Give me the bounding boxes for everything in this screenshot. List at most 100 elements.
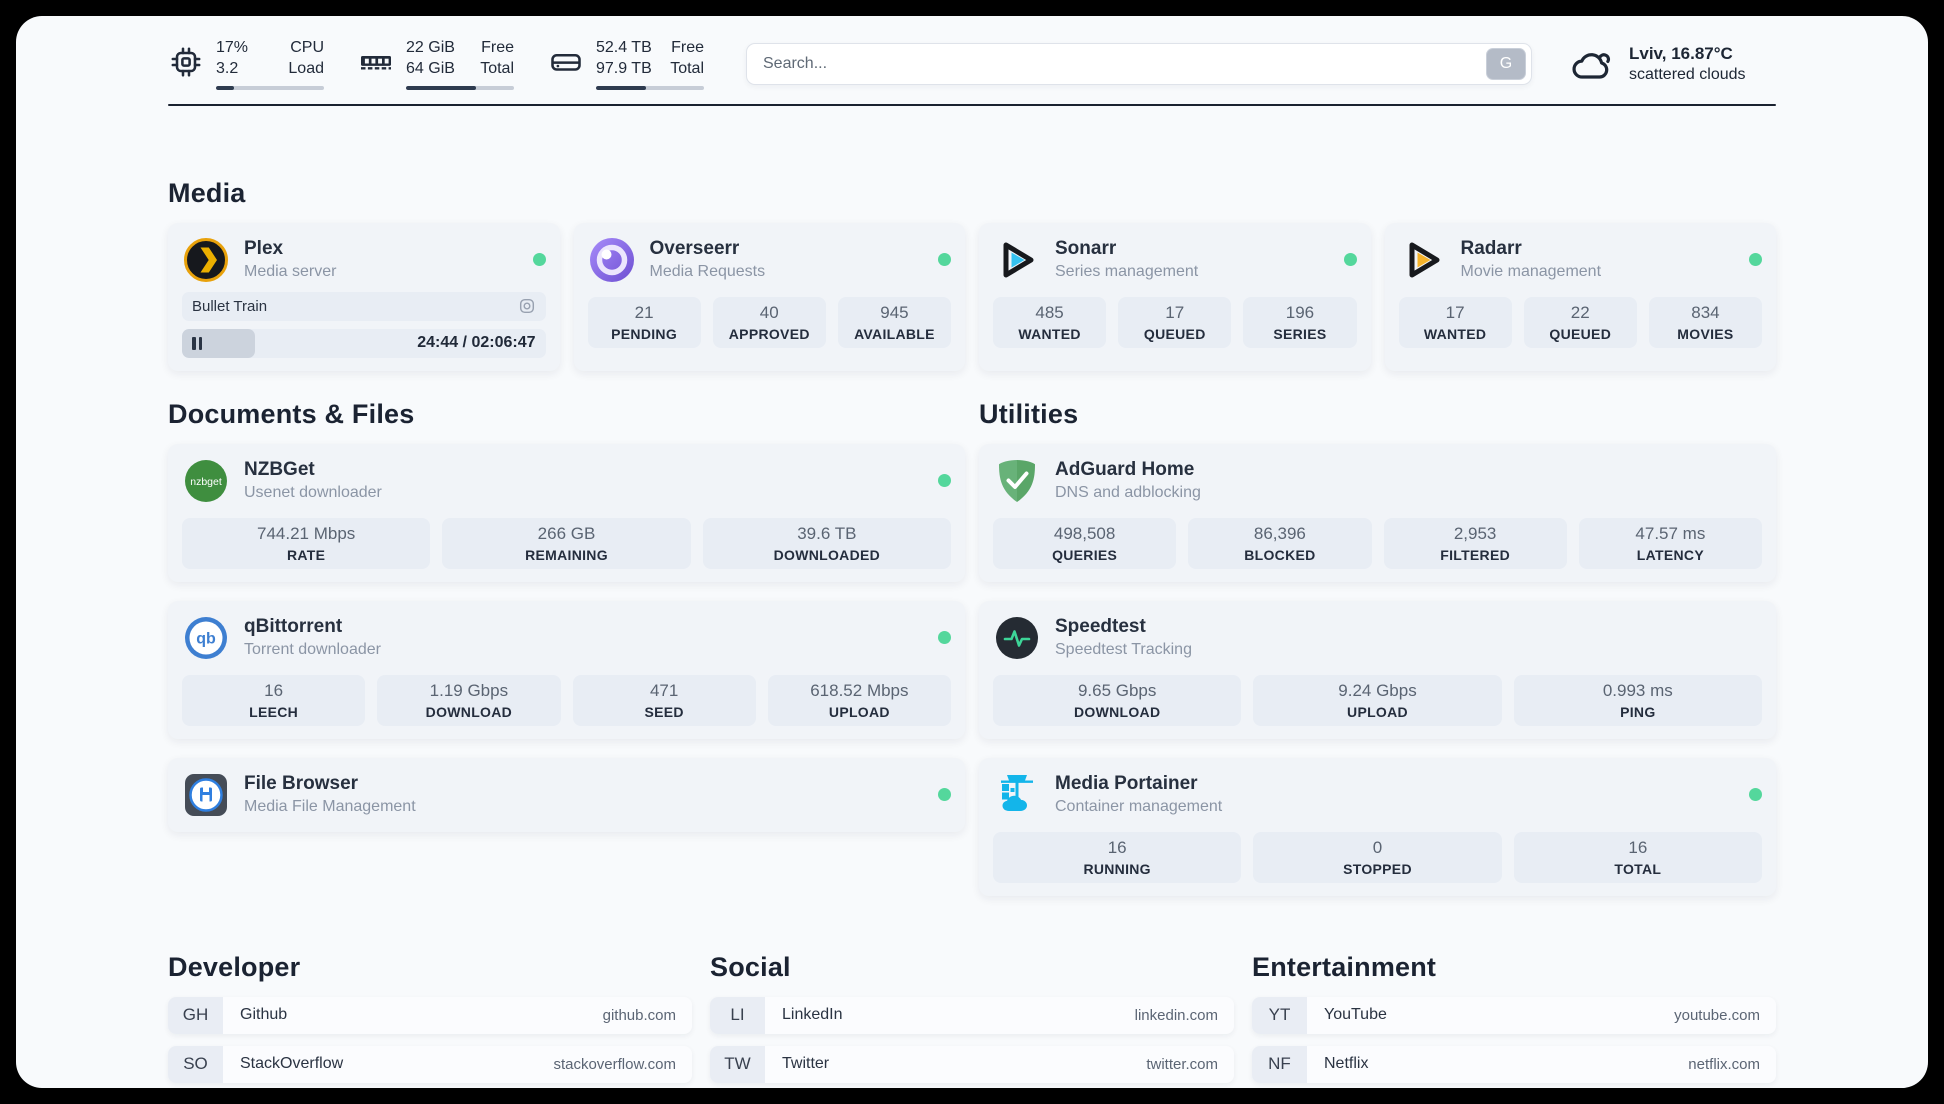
service-card-portainer[interactable]: Media Portainer Container management 16 … bbox=[979, 757, 1776, 896]
plex-time-display: 24:44 / 02:06:47 bbox=[417, 334, 536, 352]
stat-qbittorrent-upload: 618.52 Mbps UPLOAD bbox=[767, 674, 951, 726]
bookmark-abbr-linkedin: LI bbox=[710, 996, 765, 1034]
stat-qbittorrent-seed: 471 SEED bbox=[572, 674, 756, 726]
disk-free-value: 52.4 TB bbox=[596, 39, 652, 56]
stat-sonarr-queued: 17 QUEUED bbox=[1118, 296, 1232, 348]
service-card-overseerr[interactable]: Overseerr Media Requests 21 PENDING 40 A… bbox=[573, 222, 965, 371]
memory-progress-track bbox=[406, 85, 514, 90]
stat-qbittorrent-leech: 16 LEECH bbox=[182, 674, 366, 726]
qbittorrent-icon: qb bbox=[185, 616, 227, 659]
plex-now-playing-title: Bullet Train bbox=[192, 297, 268, 315]
memory-free-value: 22 GiB bbox=[406, 39, 455, 56]
service-name-radarr: Radarr bbox=[1460, 238, 1522, 260]
service-desc-radarr: Movie management bbox=[1460, 263, 1602, 281]
memory-label-1: Free bbox=[481, 39, 514, 56]
disk-icon bbox=[551, 53, 581, 71]
service-name-plex: Plex bbox=[244, 238, 284, 260]
bookmark-stackoverflow[interactable]: SO StackOverflow stackoverflow.com bbox=[168, 1045, 692, 1083]
stat-qbittorrent-download: 1.19 Gbps DOWNLOAD bbox=[377, 674, 561, 726]
service-name-filebrowser: File Browser bbox=[244, 773, 359, 795]
disk-monitor: 52.4 TB 97.9 TB Free Total bbox=[548, 38, 704, 90]
status-dot-portainer bbox=[1749, 788, 1762, 802]
service-name-qbittorrent: qBittorrent bbox=[244, 616, 343, 638]
cloud-icon bbox=[1572, 52, 1611, 79]
section-media: Media Plex Media server Bullet Train bbox=[168, 178, 1776, 371]
adguard-icon bbox=[999, 459, 1035, 502]
video-camera-icon[interactable] bbox=[518, 297, 536, 315]
resource-monitors: 17% 3.2 CPU Load bbox=[168, 38, 704, 90]
bookmark-twitter[interactable]: TW Twitter twitter.com bbox=[710, 1045, 1234, 1083]
service-card-speedtest[interactable]: Speedtest Speedtest Tracking 9.65 Gbps D… bbox=[979, 600, 1776, 739]
weather-location-temp: Lviv, 16.87°C bbox=[1629, 43, 1733, 63]
stat-nzbget-downloaded: 39.6 TB DOWNLOADED bbox=[702, 517, 951, 569]
status-dot-qbittorrent bbox=[938, 631, 951, 645]
section-title-social: Social bbox=[710, 951, 791, 982]
status-dot-filebrowser bbox=[938, 788, 951, 802]
stat-adguard-blocked: 86,396 BLOCKED bbox=[1188, 517, 1372, 569]
plex-icon bbox=[184, 237, 228, 282]
cpu-monitor: 17% 3.2 CPU Load bbox=[168, 38, 324, 90]
bookmark-abbr-youtube: YT bbox=[1252, 996, 1307, 1034]
stat-sonarr-series: 196 SERIES bbox=[1243, 296, 1357, 348]
stat-adguard-filtered: 2,953 FILTERED bbox=[1383, 517, 1567, 569]
search-input[interactable] bbox=[747, 54, 1486, 73]
service-card-qbittorrent[interactable]: qb qBittorrent Torrent downloader 16 LEE… bbox=[168, 600, 965, 739]
cpu-progress-fill bbox=[216, 85, 235, 90]
memory-icon bbox=[361, 56, 391, 70]
section-title-utilities: Utilities bbox=[979, 398, 1079, 429]
plex-progress-row: 24:44 / 02:06:47 bbox=[182, 328, 546, 358]
section-entertainment: Entertainment YT YouTube youtube.com NF … bbox=[1252, 952, 1776, 1088]
search-provider-button[interactable]: G bbox=[1486, 47, 1526, 80]
cpu-load-value: 3.2 bbox=[216, 59, 239, 77]
service-name-overseerr: Overseerr bbox=[649, 238, 740, 260]
stat-radarr-movies: 834 MOVIES bbox=[1648, 296, 1763, 348]
disk-total-value: 97.9 TB bbox=[596, 59, 652, 77]
service-card-filebrowser[interactable]: File Browser Media File Management bbox=[168, 757, 965, 832]
service-card-sonarr[interactable]: Sonarr Series management 485 WANTED 17 Q… bbox=[979, 222, 1371, 371]
section-title-entertainment: Entertainment bbox=[1252, 951, 1437, 982]
service-card-adguard[interactable]: AdGuard Home DNS and adblocking 498,508 … bbox=[979, 443, 1776, 582]
section-title-developer: Developer bbox=[168, 951, 301, 982]
memory-total-value: 64 GiB bbox=[406, 59, 455, 77]
bookmark-netflix[interactable]: NF Netflix netflix.com bbox=[1252, 1045, 1776, 1083]
service-card-radarr[interactable]: Radarr Movie management 17 WANTED 22 QUE… bbox=[1384, 222, 1776, 371]
memory-labels: Free Total bbox=[480, 38, 514, 80]
speedtest-icon bbox=[996, 616, 1038, 659]
memory-progress-fill bbox=[406, 85, 477, 90]
disk-labels: Free Total bbox=[670, 38, 704, 80]
section-social: Social LI LinkedIn linkedin.com TW Twitt… bbox=[710, 952, 1234, 1088]
bookmark-abbr-twitter: TW bbox=[710, 1045, 765, 1083]
cpu-progress-track bbox=[216, 85, 324, 90]
stat-portainer-total: 16 TOTAL bbox=[1513, 831, 1762, 883]
svg-text:qb: qb bbox=[196, 630, 216, 647]
bookmark-github[interactable]: GH Github github.com bbox=[168, 996, 692, 1034]
cpu-labels: CPU Load bbox=[288, 38, 324, 80]
service-name-portainer: Media Portainer bbox=[1055, 773, 1198, 795]
topbar-divider bbox=[168, 103, 1776, 106]
portainer-icon bbox=[1001, 774, 1033, 811]
service-desc-qbittorrent: Torrent downloader bbox=[244, 641, 381, 659]
status-dot-sonarr bbox=[1343, 253, 1357, 267]
nzbget-icon: nzbget bbox=[185, 459, 227, 502]
pause-icon bbox=[192, 336, 202, 350]
bookmark-linkedin[interactable]: LI LinkedIn linkedin.com bbox=[710, 996, 1234, 1034]
disk-progress-track bbox=[596, 85, 704, 90]
service-card-nzbget[interactable]: nzbget NZBGet Usenet downloader 744.21 M… bbox=[168, 443, 965, 582]
weather-condition: scattered clouds bbox=[1629, 65, 1746, 83]
service-card-plex[interactable]: Plex Media server Bullet Train bbox=[168, 222, 560, 371]
bookmark-youtube[interactable]: YT YouTube youtube.com bbox=[1252, 996, 1776, 1034]
cpu-label-1: CPU bbox=[290, 39, 324, 56]
memory-values: 22 GiB 64 GiB bbox=[406, 38, 455, 80]
stat-radarr-wanted: 17 WANTED bbox=[1398, 296, 1512, 348]
svg-text:nzbget: nzbget bbox=[190, 476, 222, 488]
stat-adguard-queries: 498,508 QUERIES bbox=[993, 517, 1177, 569]
weather-widget: Lviv, 16.87°C scattered clouds bbox=[1570, 44, 1776, 84]
service-name-nzbget: NZBGet bbox=[244, 459, 315, 481]
cpu-percent: 17% bbox=[216, 39, 249, 56]
cpu-values: 17% 3.2 bbox=[216, 38, 248, 80]
service-desc-overseerr: Media Requests bbox=[649, 263, 766, 281]
service-desc-portainer: Container management bbox=[1055, 798, 1223, 816]
memory-label-2: Total bbox=[480, 59, 514, 77]
bookmark-abbr-stackoverflow: SO bbox=[168, 1045, 223, 1083]
